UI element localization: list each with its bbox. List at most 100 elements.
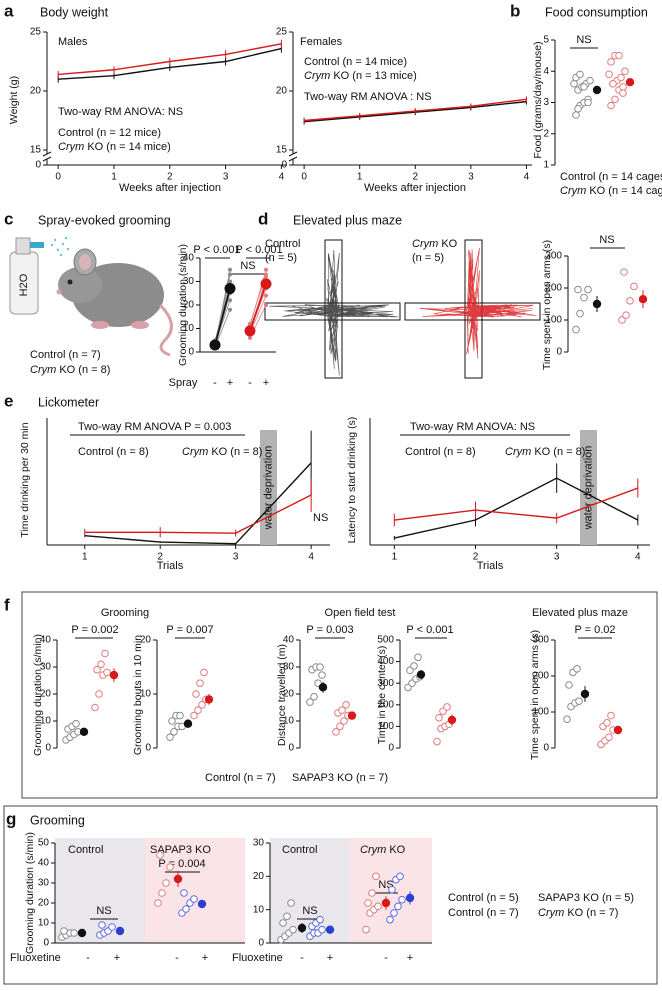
point — [194, 706, 202, 715]
trace — [420, 247, 537, 359]
point — [95, 690, 103, 698]
panel-text: Crym KO (n = 8) — [30, 364, 110, 376]
point — [576, 309, 584, 318]
mean-marker — [209, 339, 221, 351]
y-tick-label: 500 — [377, 635, 394, 646]
panel-letter: f — [4, 595, 10, 614]
x-tick-label: 2 — [473, 552, 479, 563]
annotation: P < 0.001 — [193, 244, 240, 256]
panel-text: Control (n = 7) — [205, 772, 276, 784]
x-tick-label: 0 — [301, 172, 307, 183]
panel-text: Control (n = 14 cages) — [560, 171, 662, 183]
x-tick-label: 2 — [412, 172, 418, 183]
legend-label: Control (n = 14 mice) — [304, 56, 407, 68]
x-tick-label: 1 — [357, 172, 363, 183]
y-tick-label: 0 — [43, 938, 49, 949]
y-tick-label: 100 — [545, 315, 562, 326]
x-tick-label: + — [114, 952, 120, 964]
point — [611, 95, 619, 104]
mean-marker — [318, 683, 328, 692]
point — [374, 902, 382, 911]
point — [318, 925, 326, 934]
mean-marker — [625, 77, 635, 87]
point — [190, 895, 198, 903]
point — [200, 668, 208, 677]
point — [630, 282, 638, 291]
point — [228, 267, 232, 272]
series-line — [84, 494, 312, 534]
x-axis-label: Fluoxetine — [10, 952, 61, 964]
band-label: water deprivation — [262, 446, 274, 531]
y-tick-label: 15 — [30, 145, 42, 156]
legend-label: Crym KO (n = 8) — [182, 446, 262, 458]
point — [103, 668, 111, 677]
y-tick-label: 30 — [253, 838, 265, 849]
band — [260, 430, 277, 545]
y-tick-label: 0 — [45, 743, 51, 754]
panel-text: Control (n = 7) — [448, 907, 519, 919]
x-tick-label: - — [175, 952, 179, 964]
x-axis-label: Trials — [477, 560, 504, 572]
y-tick-label: 20 — [183, 300, 195, 311]
point — [168, 717, 176, 725]
y-tick-label: 0 — [145, 743, 151, 754]
y-tick-label: 30 — [283, 662, 295, 673]
axis-break — [42, 151, 52, 157]
y-axis-label: Grooming duration (s/min) — [32, 634, 44, 756]
x-tick-label: - — [213, 377, 217, 389]
x-tick-label: - — [300, 952, 304, 964]
x-tick-label: 0 — [55, 172, 61, 183]
y-tick-label: 15 — [276, 145, 288, 156]
point — [619, 89, 627, 97]
panel-letter: e — [4, 391, 13, 410]
x-tick-label: 4 — [279, 172, 285, 183]
y-tick-label: 3 — [543, 97, 549, 108]
band — [580, 430, 597, 545]
y-tick-label: 200 — [377, 699, 394, 710]
annotation: Two-way RM ANOVA : NS — [304, 91, 432, 103]
mean-marker — [381, 898, 391, 908]
point — [410, 662, 418, 670]
y-tick-label: 20 — [40, 689, 52, 700]
point — [318, 671, 326, 679]
point — [166, 863, 174, 871]
point — [190, 711, 198, 720]
point — [192, 690, 200, 698]
annotation: NS — [576, 34, 591, 46]
x-tick-label: 3 — [223, 172, 229, 183]
point — [264, 267, 268, 272]
point — [180, 889, 188, 897]
mean-marker — [405, 893, 415, 903]
x-axis-label: Trials — [157, 560, 184, 572]
y-axis-label: Latency to start drinking (s) — [346, 417, 358, 544]
annotation: P = 0.002 — [71, 624, 118, 636]
y-tick-label: 0 — [288, 743, 294, 754]
annotation: P = 0.007 — [166, 624, 213, 636]
point — [166, 733, 174, 742]
panel-letter: c — [4, 209, 13, 228]
y-axis-label: Time drinking per 30 min — [19, 422, 31, 537]
x-tick-label: - — [248, 377, 252, 389]
point — [574, 285, 582, 294]
point — [388, 885, 396, 894]
point — [364, 899, 372, 907]
x-tick-label: 2 — [167, 172, 173, 183]
point — [338, 706, 346, 715]
point — [605, 733, 613, 742]
point — [158, 889, 166, 897]
y-tick-label: 200 — [545, 283, 562, 294]
point — [316, 663, 324, 671]
annotation: NS — [240, 260, 255, 272]
annotation: NS — [302, 905, 317, 917]
panel-text: Elevated plus maze — [532, 607, 628, 619]
mean-line — [249, 283, 267, 332]
y-axis-label: Time spent in open arms (s) — [541, 240, 553, 370]
point — [574, 104, 582, 113]
y-tick-label: 25 — [30, 27, 42, 38]
x-tick-label: 1 — [82, 552, 88, 563]
panel-text: Crym KO (n = 7) — [538, 907, 618, 919]
point — [98, 921, 106, 929]
point — [609, 79, 617, 88]
x-tick-label: 3 — [468, 172, 474, 183]
panel-text: Crym KO (n = 14 cages) — [560, 185, 662, 197]
